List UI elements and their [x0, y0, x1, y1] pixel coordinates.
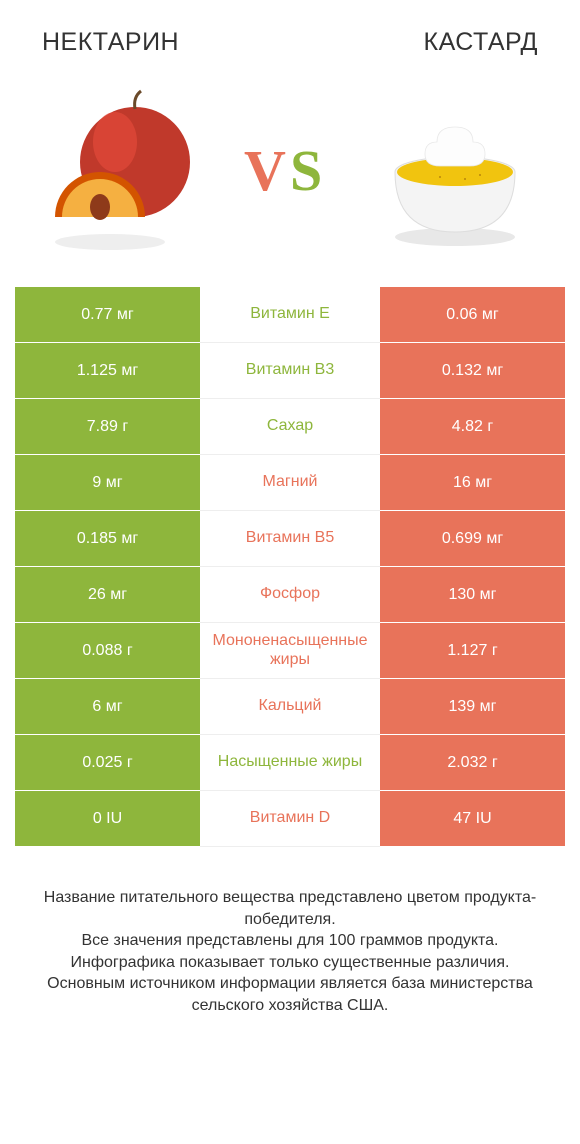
- nutrient-name: Фосфор: [200, 567, 380, 623]
- right-value: 4.82 г: [380, 399, 565, 455]
- nutrient-name: Насыщенные жиры: [200, 735, 380, 791]
- right-value: 16 мг: [380, 455, 565, 511]
- table-row: 0.185 мгВитамин B50.699 мг: [15, 511, 565, 567]
- nutrient-name: Кальций: [200, 679, 380, 735]
- nutrient-name: Витамин B5: [200, 511, 380, 567]
- nutrient-name: Витамин B3: [200, 343, 380, 399]
- comparison-table: 0.77 мгВитамин E0.06 мг1.125 мгВитамин B…: [0, 287, 580, 847]
- vs-v: V: [244, 138, 286, 203]
- vs-label: V S: [230, 135, 350, 210]
- left-value: 9 мг: [15, 455, 200, 511]
- left-value: 0.77 мг: [15, 287, 200, 343]
- right-product-title: КАСТАРД: [424, 28, 538, 57]
- right-value: 0.699 мг: [380, 511, 565, 567]
- right-value: 1.127 г: [380, 623, 565, 679]
- table-row: 0.77 мгВитамин E0.06 мг: [15, 287, 565, 343]
- left-value: 26 мг: [15, 567, 200, 623]
- left-value: 0.185 мг: [15, 511, 200, 567]
- left-value: 0.088 г: [15, 623, 200, 679]
- table-row: 9 мгМагний16 мг: [15, 455, 565, 511]
- hero-row: V S: [0, 67, 580, 287]
- right-value: 0.132 мг: [380, 343, 565, 399]
- nutrient-name: Витамин D: [200, 791, 380, 847]
- left-value: 1.125 мг: [15, 343, 200, 399]
- left-value: 0 IU: [15, 791, 200, 847]
- table-row: 0.025 гНасыщенные жиры2.032 г: [15, 735, 565, 791]
- left-product-title: НЕКТАРИН: [42, 28, 179, 57]
- left-value: 0.025 г: [15, 735, 200, 791]
- table-row: 1.125 мгВитамин B30.132 мг: [15, 343, 565, 399]
- left-value: 6 мг: [15, 679, 200, 735]
- right-value: 0.06 мг: [380, 287, 565, 343]
- table-row: 0 IUВитамин D47 IU: [15, 791, 565, 847]
- nutrient-name: Магний: [200, 455, 380, 511]
- table-row: 6 мгКальций139 мг: [15, 679, 565, 735]
- custard-icon: [370, 87, 540, 257]
- right-value: 2.032 г: [380, 735, 565, 791]
- nutrient-name: Витамин E: [200, 287, 380, 343]
- header: НЕКТАРИН КАСТАРД: [0, 0, 580, 67]
- table-row: 0.088 гМононенасыщенные жиры1.127 г: [15, 623, 565, 679]
- footer-line: Основным источником информации является …: [20, 973, 560, 1016]
- table-row: 26 мгФосфор130 мг: [15, 567, 565, 623]
- right-value: 139 мг: [380, 679, 565, 735]
- nutrient-name: Сахар: [200, 399, 380, 455]
- nutrient-name: Мононенасыщенные жиры: [200, 623, 380, 679]
- vs-s: S: [290, 138, 322, 203]
- footer-line: Инфографика показывает только существенн…: [20, 952, 560, 974]
- table-row: 7.89 гСахар4.82 г: [15, 399, 565, 455]
- right-value: 47 IU: [380, 791, 565, 847]
- footer-line: Название питательного вещества представл…: [20, 887, 560, 930]
- footer-notes: Название питательного вещества представл…: [0, 847, 580, 1017]
- footer-line: Все значения представлены для 100 граммо…: [20, 930, 560, 952]
- nectarine-icon: [40, 87, 210, 257]
- left-value: 7.89 г: [15, 399, 200, 455]
- right-value: 130 мг: [380, 567, 565, 623]
